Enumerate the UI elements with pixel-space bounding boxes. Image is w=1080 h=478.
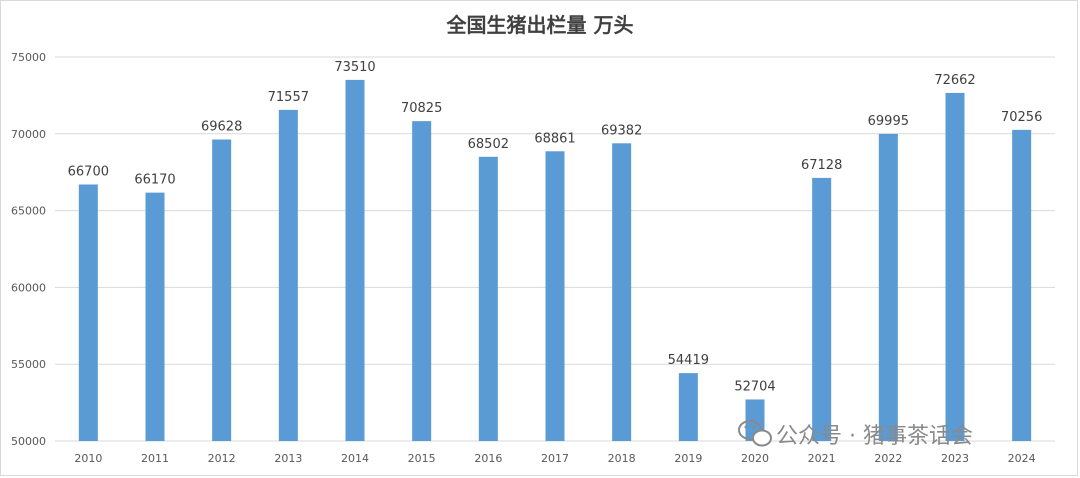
data-label: 69995 xyxy=(868,114,909,129)
x-tick-label: 2020 xyxy=(741,452,769,465)
x-tick-label: 2015 xyxy=(408,452,436,465)
data-label: 72662 xyxy=(934,73,975,88)
x-tick-label: 2017 xyxy=(541,452,569,465)
bars xyxy=(78,79,1032,442)
bar-2021 xyxy=(812,177,832,441)
y-tick-label: 70000 xyxy=(11,128,46,141)
x-tick-label: 2021 xyxy=(808,452,836,465)
x-tick-label: 2013 xyxy=(274,452,302,465)
bar-2018 xyxy=(612,143,632,441)
data-label: 69382 xyxy=(601,123,642,138)
bar-2022 xyxy=(878,133,898,441)
x-tick-label: 2023 xyxy=(941,452,969,465)
watermark-text: 公众号 · 猪事茶话会 xyxy=(776,424,973,449)
x-tick-label: 2011 xyxy=(141,452,169,465)
x-tick-label: 2019 xyxy=(674,452,702,465)
y-tick-label: 60000 xyxy=(11,281,46,294)
x-tick-label: 2016 xyxy=(474,452,502,465)
bar-2016 xyxy=(478,156,498,442)
bar-2012 xyxy=(212,139,232,441)
x-axis: 2010 2011 2012 2013 2014 2015 2016 2017 2018 2019… xyxy=(74,452,1035,465)
bar-2017 xyxy=(545,151,565,441)
data-label: 71557 xyxy=(268,90,309,105)
x-tick-label: 2024 xyxy=(1008,452,1036,465)
wechat-icon xyxy=(738,420,772,447)
data-label: 54419 xyxy=(668,353,709,368)
data-label: 67128 xyxy=(801,158,842,173)
y-tick-label: 75000 xyxy=(11,51,46,64)
x-tick-label: 2022 xyxy=(874,452,902,465)
data-label: 68502 xyxy=(468,137,509,152)
data-label: 66700 xyxy=(68,164,109,179)
x-tick-label: 2014 xyxy=(341,452,369,465)
chart-title: 全国生猪出栏量 万头 xyxy=(446,13,634,37)
y-tick-label: 55000 xyxy=(11,358,46,371)
x-tick-label: 2012 xyxy=(208,452,236,465)
bar-2015 xyxy=(412,121,432,442)
data-label: 69628 xyxy=(201,120,242,135)
bar-2024 xyxy=(1012,129,1032,441)
bar-2013 xyxy=(278,109,298,441)
y-tick-label: 65000 xyxy=(11,205,46,218)
data-label: 66170 xyxy=(134,173,175,188)
bar-2011 xyxy=(145,192,165,441)
bar-2019 xyxy=(678,373,698,441)
watermark: 公众号 · 猪事茶话会 xyxy=(738,420,973,449)
data-label: 52704 xyxy=(734,379,775,394)
x-tick-label: 2010 xyxy=(74,452,102,465)
data-label: 73510 xyxy=(334,60,375,75)
y-tick-label: 50000 xyxy=(11,435,46,448)
bar-2010 xyxy=(78,184,98,441)
bar-2014 xyxy=(345,79,365,441)
data-label: 70256 xyxy=(1001,110,1042,125)
x-tick-label: 2018 xyxy=(608,452,636,465)
y-axis: 50000 55000 60000 65000 70000 75000 xyxy=(11,51,46,448)
data-label: 70825 xyxy=(401,101,442,116)
data-label: 68861 xyxy=(534,131,575,146)
data-labels: 66700 66170 69628 71557 73510 70825 68502 68861… xyxy=(68,60,1043,395)
bar-2023 xyxy=(945,92,965,441)
